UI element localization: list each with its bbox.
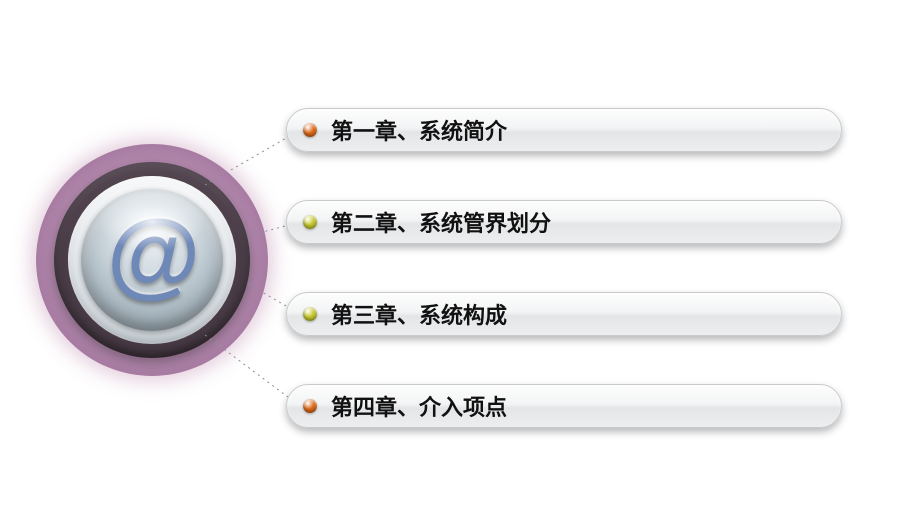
bullet-icon xyxy=(303,215,317,229)
chapter-pill-1[interactable]: 第一章、系统简介 xyxy=(286,108,842,152)
chapter-pill-2[interactable]: 第二章、系统管界划分 xyxy=(286,200,842,244)
bullet-icon xyxy=(303,307,317,321)
toc-diagram: { "diagram": { "type": "infographic", "b… xyxy=(0,0,920,518)
chapter-label: 第二章、系统管界划分 xyxy=(331,206,551,238)
chapter-pill-3[interactable]: 第三章、系统构成 xyxy=(286,292,842,336)
chapter-label: 第四章、介入项点 xyxy=(331,390,507,422)
chapter-pill-4[interactable]: 第四章、介入项点 xyxy=(286,384,842,428)
chapter-label: 第三章、系统构成 xyxy=(331,298,507,330)
bullet-icon xyxy=(303,123,317,137)
at-icon: @ xyxy=(105,208,199,304)
bullet-icon xyxy=(303,399,317,413)
chapter-label: 第一章、系统简介 xyxy=(331,114,507,146)
medallion-core: @ xyxy=(81,189,223,331)
